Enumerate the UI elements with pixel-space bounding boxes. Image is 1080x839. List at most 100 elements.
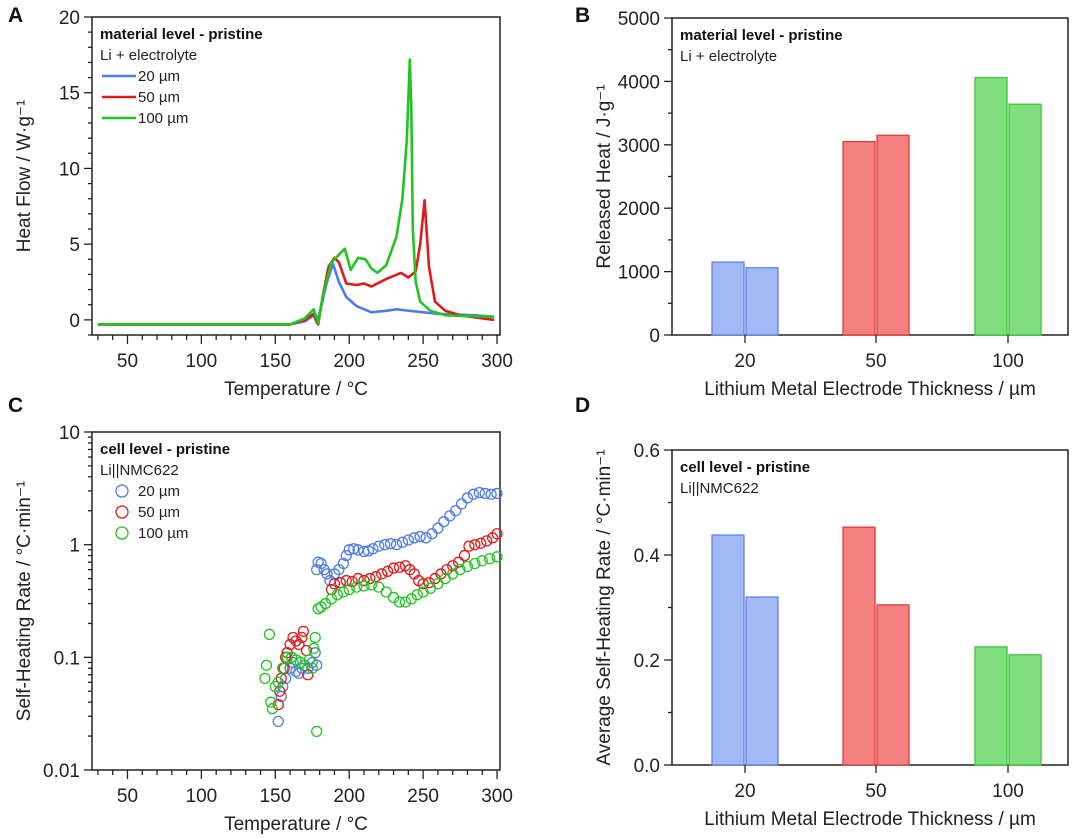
y-tick-label: 0.01 (43, 761, 80, 782)
data-point (452, 556, 465, 568)
y-axis-title: Self-Heating Rate / °C·min⁻¹ (14, 481, 35, 721)
legend-title: material level - pristine (100, 26, 263, 43)
data-point (414, 530, 426, 543)
data-point (272, 715, 284, 728)
x-tick-label: 150 (259, 351, 291, 372)
axes: 0.0 0.2 0.4 0.6 20 50 100 (634, 441, 1024, 802)
x-tick-label: 300 (481, 351, 513, 372)
panel-label: A (8, 4, 23, 27)
data-point (444, 510, 456, 522)
y-tick-label: 1000 (618, 263, 660, 284)
legend-label: 50 µm (138, 89, 180, 106)
data-point (343, 583, 355, 596)
data-point (272, 699, 284, 711)
y-tick-label: 1 (69, 536, 80, 557)
plot-frame (91, 16, 501, 336)
legend: material level - pristine Li + electrolyt… (680, 27, 843, 65)
data-point (463, 540, 475, 552)
bar-50um-1 (842, 526, 876, 766)
data-point (432, 522, 444, 534)
legend-label: 20 µm (138, 68, 180, 85)
x-tick-label: 250 (407, 351, 439, 372)
x-tick-label: 100 (992, 351, 1024, 372)
data-point (379, 539, 391, 551)
bar-100um-1 (974, 646, 1008, 766)
data-point (352, 572, 364, 585)
data-point (284, 662, 296, 674)
data-point (321, 568, 333, 580)
y-tick-label: 5000 (618, 9, 660, 30)
data-point (277, 662, 289, 674)
x-axis-title: Temperature / °C (224, 814, 368, 835)
data-point (484, 553, 496, 565)
data-point (475, 537, 487, 549)
bar-20um-2 (745, 596, 779, 766)
x-tick-label: 50 (117, 786, 138, 807)
y-tick-label: 20 (59, 8, 80, 29)
data-point (441, 564, 453, 576)
y-tick-label: 0.0 (634, 756, 660, 777)
data-point (293, 638, 305, 651)
x-tick-label: 20 (734, 781, 755, 802)
data-point (454, 564, 466, 576)
data-point (337, 557, 349, 570)
data-point (396, 536, 409, 548)
data-point (384, 538, 397, 550)
y-axis-title: Heat Flow / W·g⁻¹ (14, 100, 35, 253)
y-tick-label: 0.2 (634, 651, 660, 672)
y-tick-label: 15 (59, 84, 80, 105)
legend-title: cell level - pristine (680, 459, 810, 476)
y-tick-label: 0.6 (634, 441, 660, 462)
data-point (266, 703, 278, 715)
x-axis-title: Lithium Metal Electrode Thickness / µm (704, 809, 1036, 830)
bar-100um-2 (1008, 654, 1042, 766)
axes: 50 100 150 200 250 300 0.01 0.1 1 10 (43, 423, 513, 807)
data-point (337, 586, 349, 598)
legend-marker-50um (115, 505, 129, 519)
legend-label: 100 µm (138, 110, 188, 127)
legend-label: 100 µm (138, 525, 188, 542)
series-line-100um (97, 58, 495, 326)
data-point (325, 593, 338, 605)
data-point (469, 557, 481, 570)
data-point (290, 665, 302, 678)
y-tick-label: 0 (69, 311, 80, 332)
data-point (315, 557, 327, 570)
panel-d: D Lithium Metal Electrode Thickness / µm A… (575, 394, 1069, 830)
legend-label: 20 µm (138, 483, 180, 500)
data-point (380, 586, 392, 598)
axes: 0 1000 2000 3000 4000 5000 20 50 100 (618, 9, 1024, 372)
y-tick-label: 0 (649, 326, 660, 347)
legend-subtitle: Li + electrolyte (680, 48, 777, 65)
x-tick-label: 200 (333, 351, 365, 372)
data-point (458, 549, 471, 562)
x-tick-label: 50 (865, 351, 886, 372)
data-point (343, 544, 355, 556)
y-tick-label: 0.1 (54, 648, 80, 669)
y-axis-title: Average Self-Heating Rate / °C·min⁻¹ (594, 449, 615, 765)
data-point (297, 625, 310, 638)
bar-20um-2 (745, 267, 779, 336)
bar-100um-2 (1008, 103, 1042, 336)
data-point (461, 560, 474, 573)
data-point (481, 535, 493, 547)
bar-100um-1 (974, 76, 1008, 336)
data-point (296, 631, 308, 644)
legend-marker-20um (115, 484, 129, 498)
data-point (367, 543, 379, 555)
data-point (405, 593, 417, 605)
data-point (260, 659, 273, 671)
data-point (311, 725, 323, 738)
data-point (408, 532, 420, 544)
data-point (420, 532, 432, 544)
data-point (461, 492, 474, 504)
y-tick-label: 10 (59, 159, 80, 180)
y-tick-label: 2000 (618, 199, 660, 220)
legend-marker-100um (115, 526, 129, 540)
data-point (287, 631, 299, 644)
legend-title: material level - pristine (680, 27, 843, 44)
data-point (387, 562, 400, 574)
data-point (340, 549, 352, 562)
panel-label: D (575, 394, 590, 417)
